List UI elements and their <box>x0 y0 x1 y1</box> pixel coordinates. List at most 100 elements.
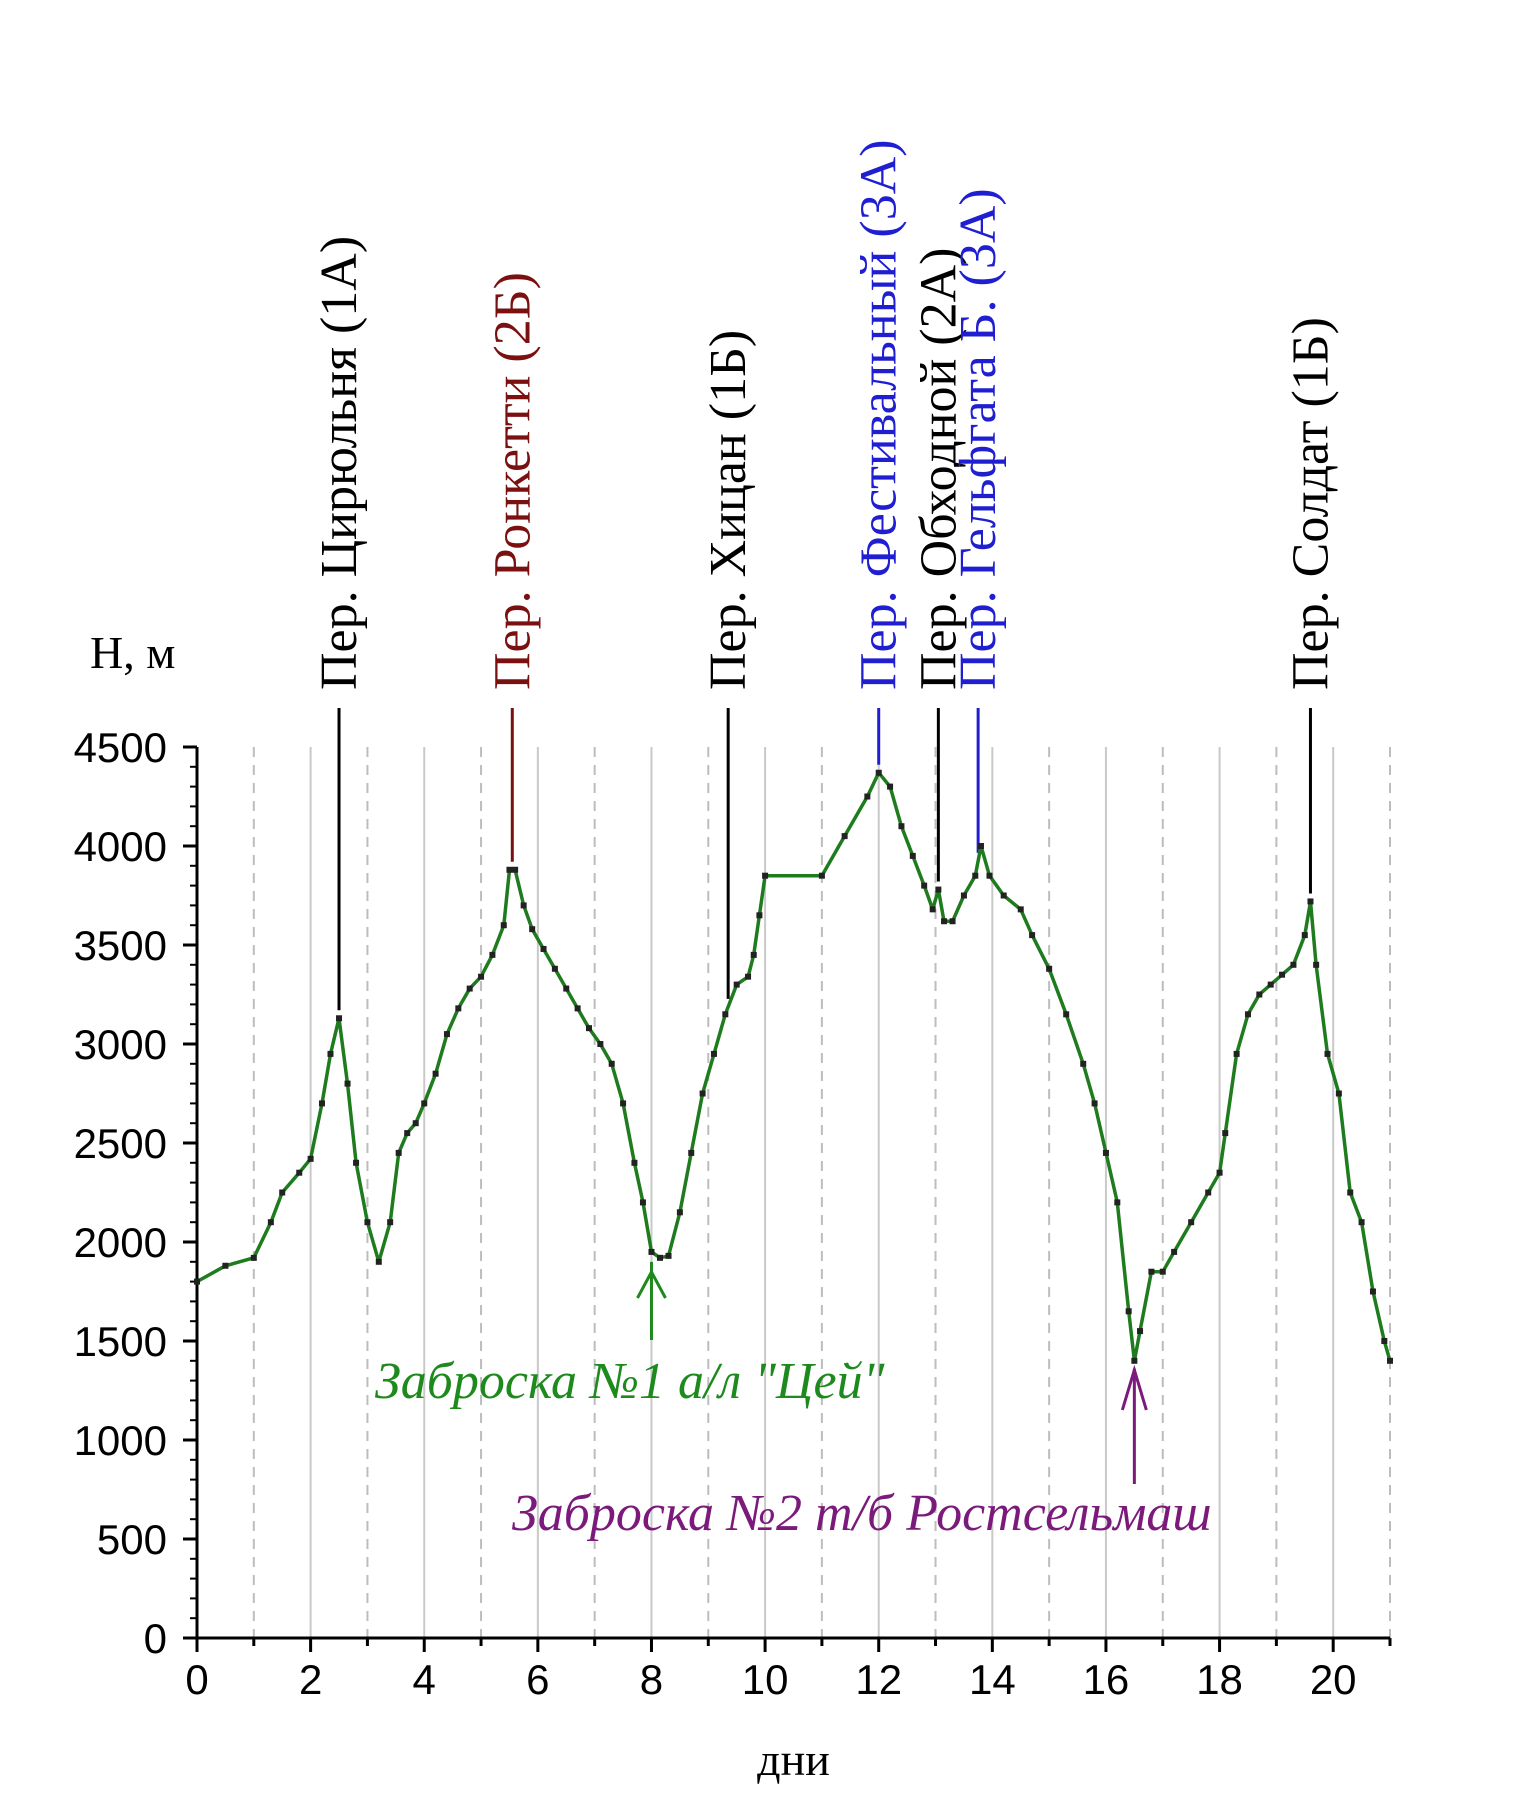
data-point <box>455 1005 462 1012</box>
pass-markers: Пер. Цирюльня (1А) Пер. Ронкетти (2Б) Пер.… <box>311 139 1339 1011</box>
data-point <box>921 882 928 889</box>
x-tick-label: 2 <box>299 1656 322 1703</box>
data-point <box>620 1100 627 1107</box>
x-tick-label: 12 <box>855 1656 902 1703</box>
data-point <box>529 926 536 933</box>
data-point <box>762 872 769 879</box>
data-point <box>608 1060 615 1067</box>
data-point <box>818 872 825 879</box>
data-point <box>1335 1090 1342 1097</box>
x-axis-ticks: 0 2 4 6 8 10 12 14 16 18 20 <box>185 1638 1392 1703</box>
data-point <box>1313 961 1320 968</box>
data-point <box>960 892 967 899</box>
data-point <box>375 1258 382 1265</box>
data-point <box>489 951 496 958</box>
data-point <box>656 1254 663 1261</box>
data-point <box>574 1005 581 1012</box>
data-point <box>898 823 905 830</box>
y-tick-label: 1500 <box>74 1318 167 1365</box>
data-point <box>466 985 473 992</box>
data-point <box>506 866 513 873</box>
y-axis-ticks: 0 500 1000 1500 2000 2500 3000 3500 4000 4500 <box>74 724 197 1662</box>
data-point <box>1102 1149 1109 1156</box>
data-point <box>1387 1357 1393 1364</box>
data-point <box>563 985 570 992</box>
data-point <box>1205 1189 1212 1196</box>
data-point <box>1017 906 1024 913</box>
x-tick-label: 4 <box>413 1656 436 1703</box>
data-point <box>1222 1130 1229 1137</box>
data-point <box>1063 1011 1070 1018</box>
data-point <box>1358 1219 1365 1226</box>
data-point <box>864 793 871 800</box>
y-tick-label: 4500 <box>74 724 167 771</box>
data-point <box>267 1219 274 1226</box>
elevation-series <box>194 769 1393 1364</box>
data-point <box>353 1159 360 1166</box>
annotations: Заброска №1 а/л "Цей" Заброска №2 т/б Рос… <box>375 1261 1212 1542</box>
data-point <box>887 783 894 790</box>
data-point <box>986 872 993 879</box>
data-point <box>1279 971 1286 978</box>
data-point <box>977 843 984 849</box>
pass-label: Пер. Хицан (1Б) <box>700 330 757 690</box>
data-point <box>279 1189 286 1196</box>
pass-label: Пер. Солдат (1Б) <box>1282 317 1339 690</box>
data-point <box>676 1209 683 1216</box>
x-tick-label: 10 <box>742 1656 789 1703</box>
data-point <box>935 886 942 893</box>
data-point <box>710 1050 717 1057</box>
data-point <box>512 866 519 873</box>
data-point <box>745 973 752 980</box>
data-point <box>929 906 936 913</box>
data-point <box>1131 1357 1138 1364</box>
annotation-drop-1: Заброска №1 а/л "Цей" <box>375 1353 886 1410</box>
data-point <box>1137 1328 1144 1335</box>
pass-label: Пер. Ронкетти (2Б) <box>484 272 541 690</box>
elevation-line <box>196 770 1392 1363</box>
data-point <box>648 1248 655 1255</box>
x-axis-title: дни <box>757 1734 830 1785</box>
data-point <box>478 973 485 980</box>
pass-label: Пер. Обходной (2А) <box>910 248 967 690</box>
data-point <box>250 1254 257 1261</box>
data-point <box>722 1011 729 1018</box>
y-tick-label: 3500 <box>74 922 167 969</box>
data-point <box>949 918 956 925</box>
data-point <box>1381 1338 1388 1344</box>
pass-label: Пер. Гельфгата Б. (3А) <box>950 188 1007 690</box>
data-point <box>364 1219 371 1226</box>
data-point <box>1347 1189 1354 1196</box>
data-point <box>336 1015 343 1022</box>
data-point <box>1148 1268 1155 1275</box>
x-tick-label: 18 <box>1196 1656 1243 1703</box>
data-point <box>432 1070 439 1077</box>
data-point <box>665 1252 672 1259</box>
data-point <box>500 922 507 929</box>
arrow-head <box>636 1268 667 1299</box>
y-tick-label: 2500 <box>74 1120 167 1167</box>
data-point <box>344 1080 351 1087</box>
data-point <box>318 1100 325 1107</box>
pass-label: Пер. Фестивальный (3А) <box>851 139 908 690</box>
x-tick-label: 8 <box>640 1656 663 1703</box>
data-point <box>1301 932 1308 939</box>
arrow-head <box>1120 1364 1148 1411</box>
y-tick-label: 4000 <box>74 823 167 870</box>
data-point <box>1080 1060 1087 1067</box>
y-tick-label: 1000 <box>74 1417 167 1464</box>
y-tick-label: 3000 <box>74 1021 167 1068</box>
y-tick-label: 0 <box>144 1615 167 1662</box>
data-point <box>327 1050 334 1057</box>
data-point <box>1188 1219 1195 1226</box>
data-point <box>520 902 527 909</box>
data-point <box>1114 1199 1121 1206</box>
data-point <box>540 945 547 952</box>
data-point <box>841 833 848 840</box>
data-point <box>585 1025 592 1032</box>
data-point <box>639 1199 646 1206</box>
data-point <box>909 852 916 859</box>
data-point <box>733 981 740 988</box>
data-point <box>1216 1169 1223 1176</box>
